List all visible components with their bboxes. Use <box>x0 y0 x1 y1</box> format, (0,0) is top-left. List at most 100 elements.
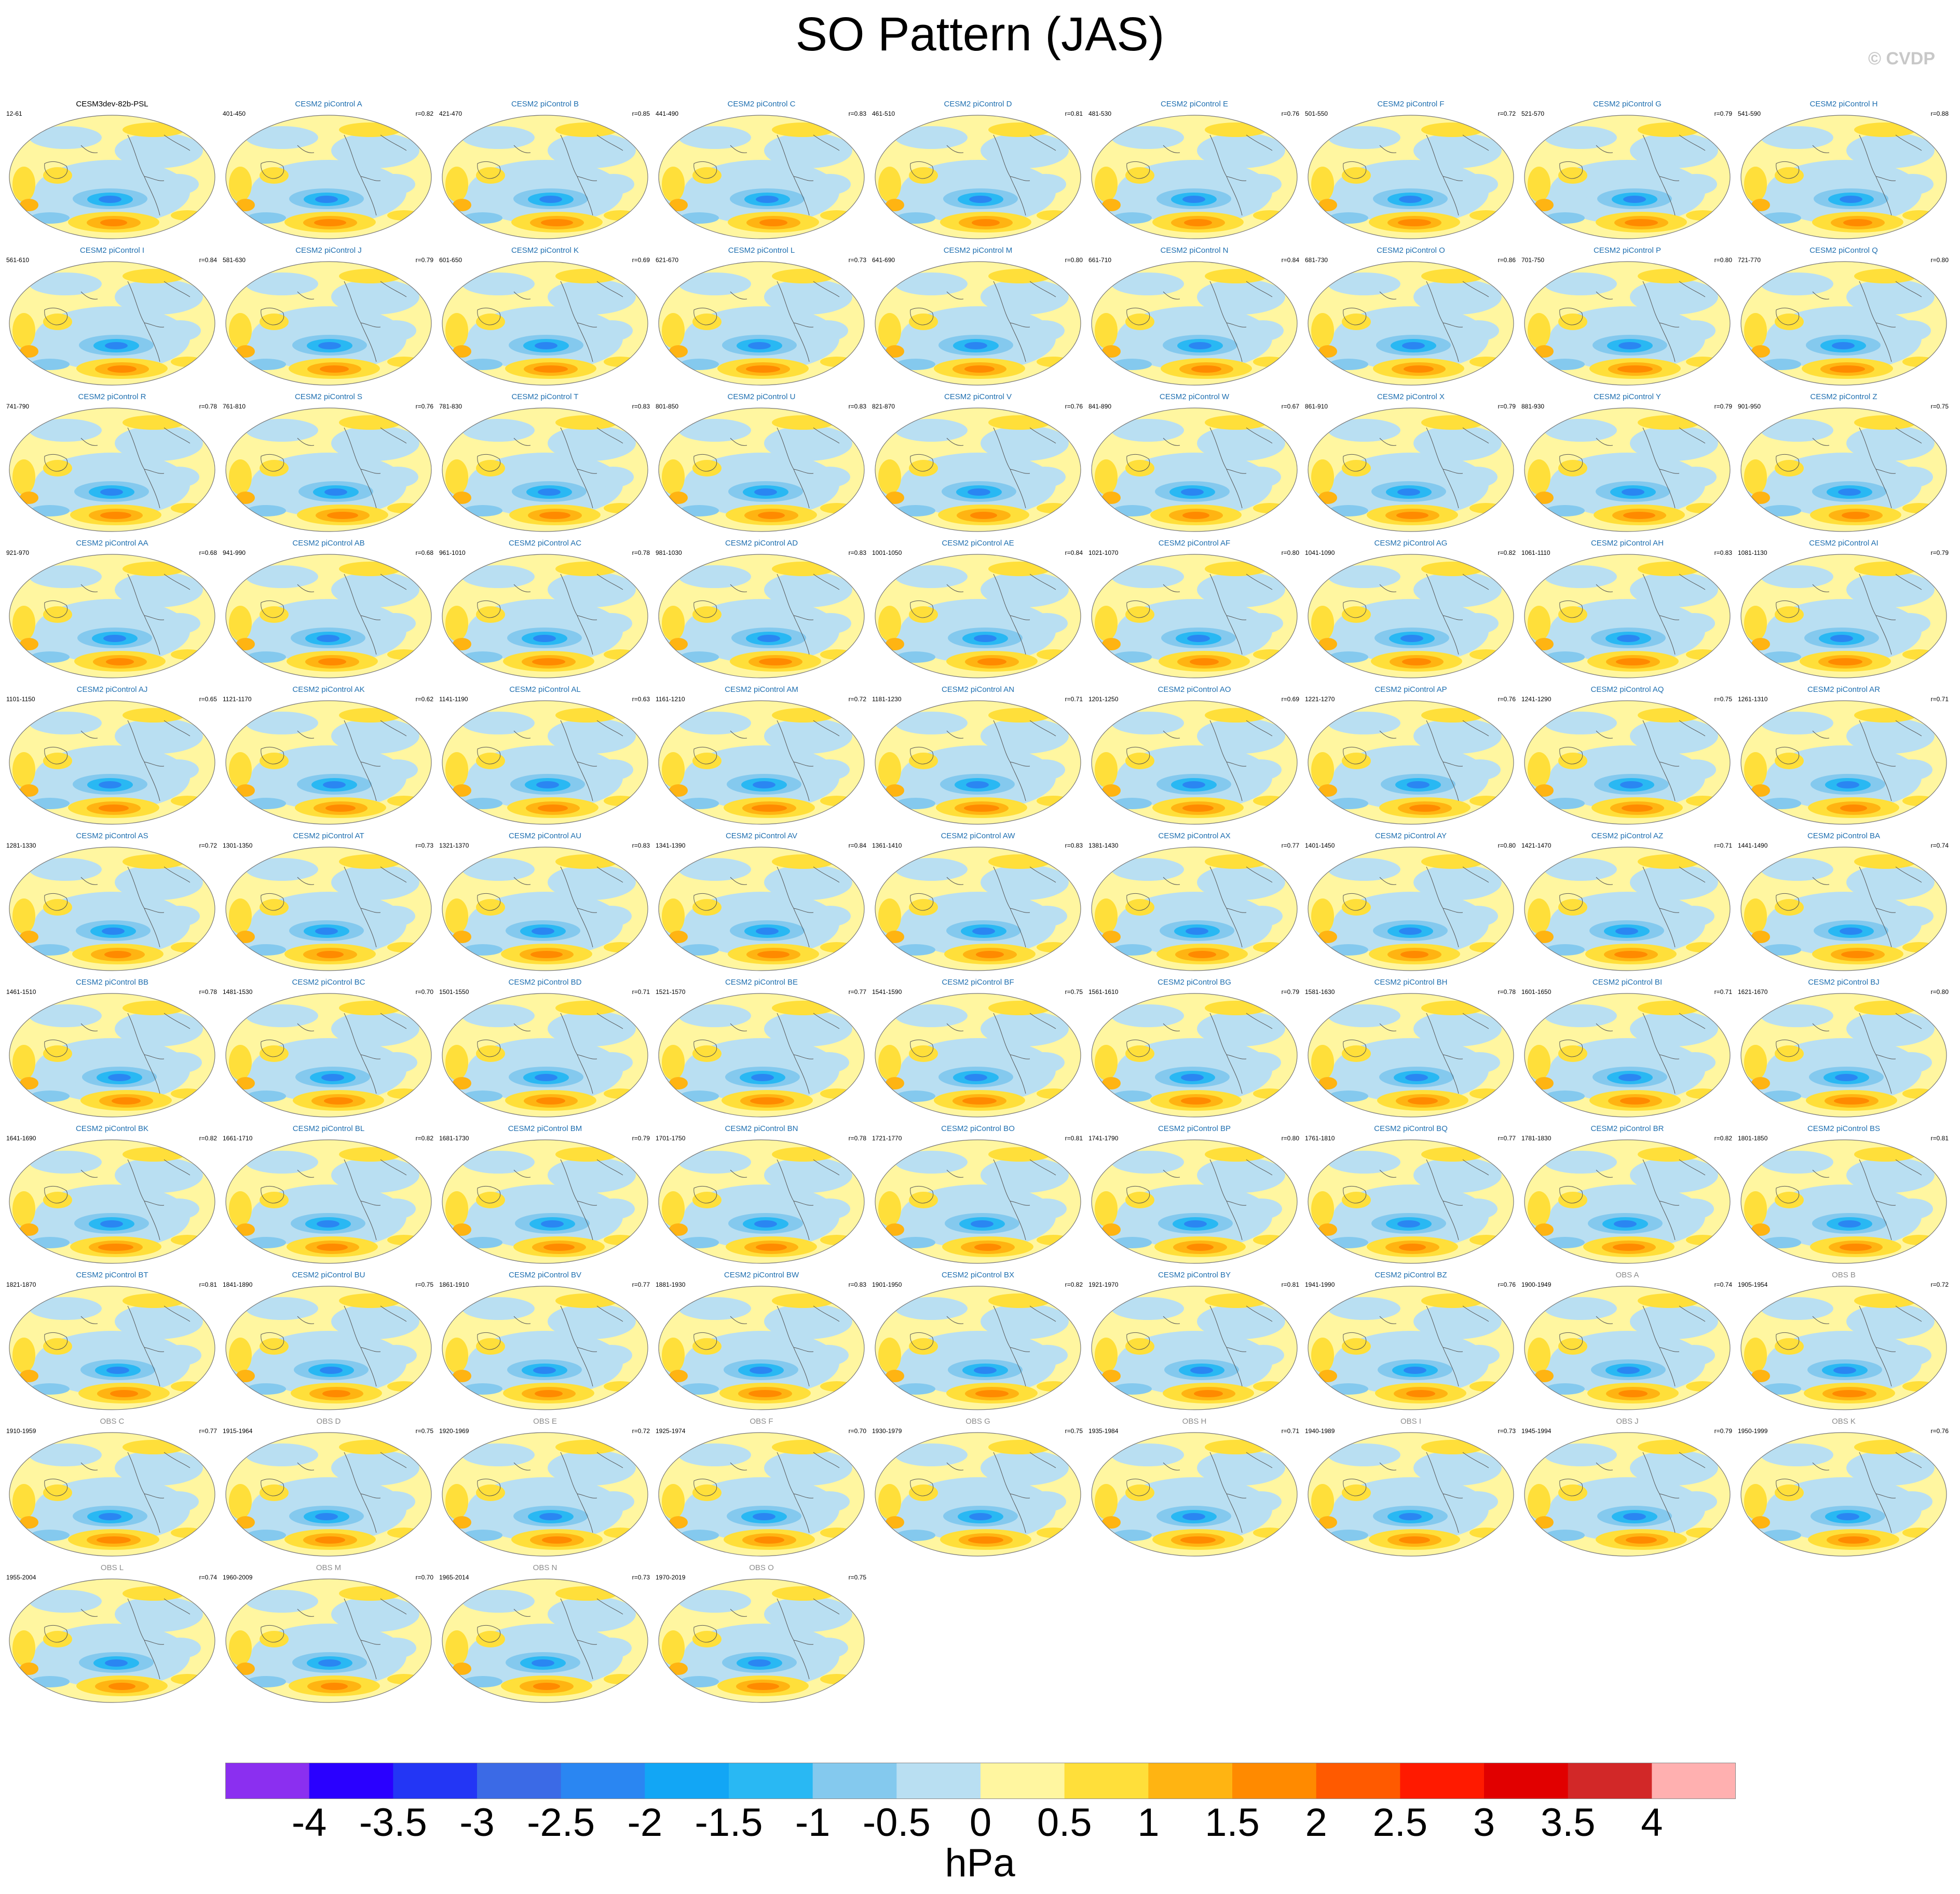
colorbar-tick-label: 1.5 <box>1205 1801 1260 1845</box>
panel-title: CESM2 piControl AO <box>1158 685 1231 694</box>
map-panel: CESM2 piControl BW 1881-1930 r=0.83 <box>654 1271 869 1411</box>
panel-correlation: r=0.77 <box>632 1281 650 1288</box>
colorbar-units: hPa <box>945 1841 1015 1885</box>
panel-years: 1581-1630 <box>1305 988 1335 996</box>
panel-correlation: r=0.82 <box>1065 1281 1083 1288</box>
panel-title: CESM2 piControl AZ <box>1591 832 1664 840</box>
panel-years: 1941-1990 <box>1305 1281 1335 1288</box>
panel-years: 421-470 <box>439 110 462 117</box>
panel-correlation: r=0.75 <box>1065 1427 1083 1435</box>
panel-years: 1901-1950 <box>872 1281 902 1288</box>
panel-years: 1955-2004 <box>6 1574 36 1581</box>
colorbar-tick-label: -0.5 <box>862 1801 931 1845</box>
panel-correlation: r=0.79 <box>415 256 433 264</box>
panel-title: CESM2 piControl N <box>1160 246 1229 255</box>
panel-years: 1561-1610 <box>1088 988 1119 996</box>
panel-title: CESM2 piControl BK <box>75 1124 149 1133</box>
panel-years: 1401-1450 <box>1305 842 1335 849</box>
panel-years: 1921-1970 <box>1088 1281 1119 1288</box>
map-panel: CESM2 piControl K 601-650 r=0.69 <box>437 246 653 386</box>
panel-years: 1241-1290 <box>1521 696 1551 703</box>
panel-title: CESM2 piControl R <box>78 392 146 401</box>
map-panel: CESM2 piControl AW 1361-1410 r=0.83 <box>870 832 1086 972</box>
panel-title: CESM2 piControl Q <box>1809 246 1878 255</box>
panel-years: 501-550 <box>1305 110 1328 117</box>
panel-correlation: r=0.70 <box>415 988 433 996</box>
panel-title: CESM2 piControl BX <box>941 1271 1015 1279</box>
panel-title: OBS O <box>749 1563 774 1572</box>
psl-anomaly-map <box>1740 1286 1947 1410</box>
map-panel: CESM2 piControl AF 1021-1070 r=0.80 <box>1086 539 1302 679</box>
psl-anomaly-map <box>658 261 865 386</box>
panel-title: OBS I <box>1400 1417 1421 1426</box>
psl-anomaly-map <box>1091 847 1298 971</box>
panel-title: CESM2 piControl J <box>295 246 362 255</box>
psl-anomaly-map <box>658 847 865 971</box>
panel-correlation: r=0.80 <box>1714 256 1732 264</box>
panel-years: 661-710 <box>1088 256 1112 264</box>
psl-anomaly-map <box>1740 1139 1947 1264</box>
colorbar-tick-label: -1 <box>795 1801 831 1845</box>
panel-title: OBS F <box>750 1417 773 1426</box>
panel-correlation: r=0.88 <box>1930 110 1949 117</box>
psl-anomaly-map <box>1091 554 1298 678</box>
panel-years: 441-490 <box>656 110 679 117</box>
map-panel: CESM2 piControl AJ 1101-1150 r=0.65 <box>4 685 220 825</box>
panel-years: 1481-1530 <box>223 988 253 996</box>
map-panel: CESM2 piControl AP 1221-1270 r=0.76 <box>1303 685 1519 825</box>
panel-years: 1681-1730 <box>439 1135 469 1142</box>
panel-years: 1905-1954 <box>1738 1281 1768 1288</box>
panel-title: CESM2 piControl AB <box>292 539 365 548</box>
panel-years: 641-690 <box>872 256 895 264</box>
panel-years: 1920-1969 <box>439 1427 469 1435</box>
panel-title: CESM2 piControl BH <box>1374 978 1448 987</box>
panel-years: 821-870 <box>872 403 895 410</box>
psl-anomaly-map <box>658 700 865 825</box>
panel-title: CESM2 piControl BJ <box>1808 978 1880 987</box>
panel-title: CESM2 piControl BF <box>942 978 1014 987</box>
panel-correlation: r=0.79 <box>1714 110 1732 117</box>
map-panel: CESM2 piControl BT 1821-1870 r=0.81 <box>4 1271 220 1411</box>
panel-title: CESM2 piControl G <box>1593 100 1662 108</box>
psl-anomaly-map <box>442 847 648 971</box>
panel-title: CESM2 piControl AT <box>293 832 364 840</box>
map-panel: CESM2 piControl AD 981-1030 r=0.83 <box>654 539 869 679</box>
psl-anomaly-map <box>9 700 215 825</box>
map-panel: CESM2 piControl E 481-530 r=0.76 <box>1086 100 1302 240</box>
panel-years: 401-450 <box>223 110 246 117</box>
panel-title: CESM2 piControl AH <box>1590 539 1664 548</box>
panel-title: CESM2 piControl AF <box>1158 539 1231 548</box>
psl-anomaly-map <box>1308 847 1514 971</box>
panel-years: 701-750 <box>1521 256 1545 264</box>
panel-title: CESM2 piControl AL <box>509 685 581 694</box>
panel-correlation: r=0.78 <box>199 403 217 410</box>
map-panel: CESM2 piControl AX 1381-1430 r=0.77 <box>1086 832 1302 972</box>
map-panel: OBS K 1950-1999 r=0.76 <box>1736 1417 1952 1557</box>
panel-correlation: r=0.79 <box>1281 988 1299 996</box>
psl-anomaly-map <box>9 993 215 1118</box>
map-panel: CESM2 piControl U 801-850 r=0.83 <box>654 392 869 533</box>
psl-anomaly-map <box>875 847 1081 971</box>
map-panel: CESM2 piControl BH 1581-1630 r=0.78 <box>1303 978 1519 1118</box>
psl-anomaly-map <box>1308 700 1514 825</box>
map-panel: CESM2 piControl V 821-870 r=0.76 <box>870 392 1086 533</box>
panel-correlation: r=0.82 <box>1498 549 1516 556</box>
psl-anomaly-map <box>225 700 432 825</box>
psl-anomaly-map <box>225 115 432 239</box>
panel-years: 841-890 <box>1088 403 1112 410</box>
psl-anomaly-map <box>225 554 432 678</box>
panel-correlation: r=0.81 <box>1065 1135 1083 1142</box>
panel-years: 681-730 <box>1305 256 1328 264</box>
map-panel: CESM2 piControl D 461-510 r=0.81 <box>870 100 1086 240</box>
psl-anomaly-map <box>1308 407 1514 532</box>
psl-anomaly-map <box>875 1286 1081 1410</box>
panel-years: 461-510 <box>872 110 895 117</box>
panel-title: CESM2 piControl BE <box>725 978 798 987</box>
panel-years: 761-810 <box>223 403 246 410</box>
map-panel: CESM2 piControl AE 1001-1050 r=0.84 <box>870 539 1086 679</box>
panel-correlation: r=0.75 <box>1714 696 1732 703</box>
map-panel: CESM2 piControl AG 1041-1090 r=0.82 <box>1303 539 1519 679</box>
panel-years: 1201-1250 <box>1088 696 1119 703</box>
psl-anomaly-map <box>875 1432 1081 1557</box>
panel-years: 621-670 <box>656 256 679 264</box>
